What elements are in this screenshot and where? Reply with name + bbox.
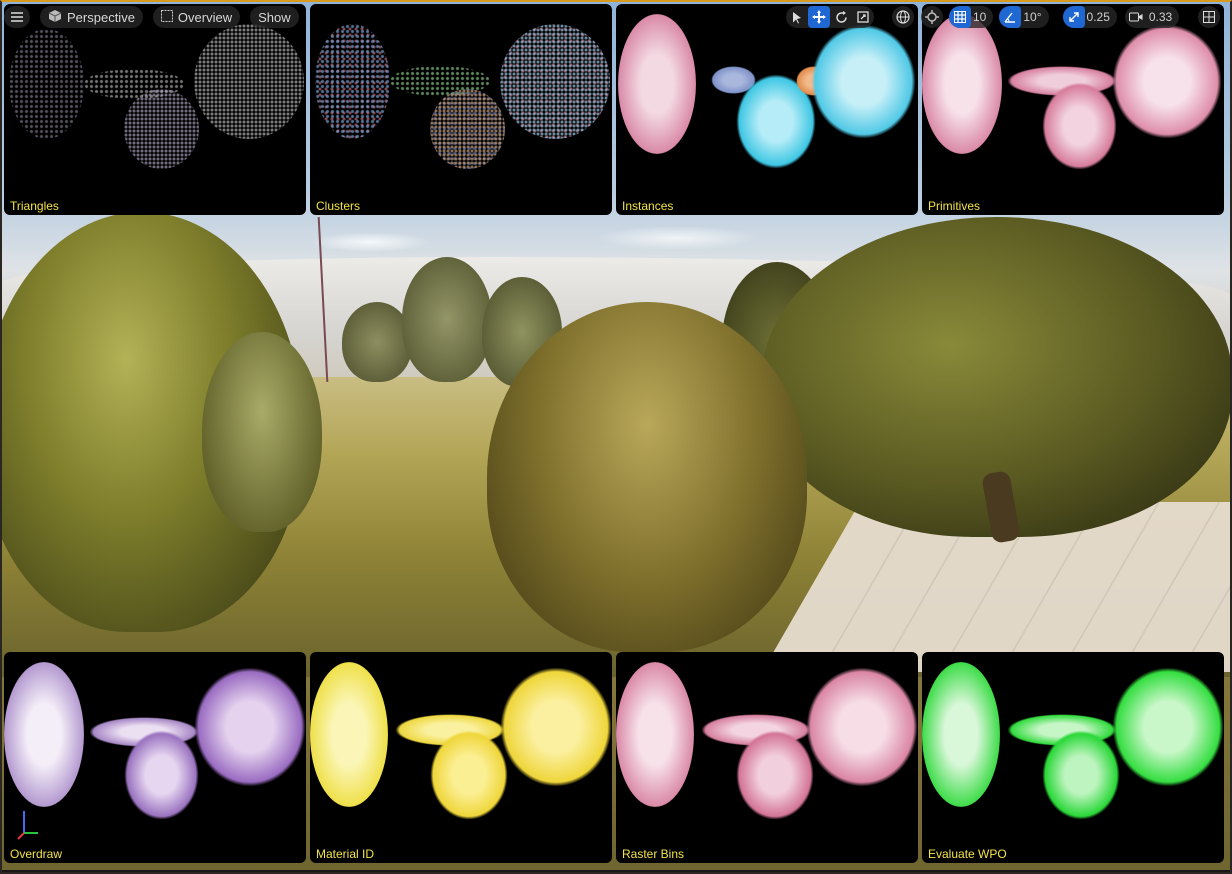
rotation-snap-value: 10° bbox=[1023, 10, 1042, 24]
material-id-panel[interactable]: Material ID bbox=[310, 652, 612, 863]
transform-tools bbox=[786, 5, 874, 29]
grid-icon bbox=[160, 9, 173, 25]
coordinate-space bbox=[892, 5, 914, 29]
scale-icon[interactable] bbox=[852, 6, 874, 28]
snap-settings: 10 10° 0.25 0.33 bbox=[921, 5, 1180, 29]
cube-icon bbox=[48, 9, 62, 26]
panel-label: Clusters bbox=[316, 199, 361, 213]
grid-snap-icon bbox=[949, 6, 971, 28]
evaluate-wpo-panel[interactable]: Evaluate WPO bbox=[922, 652, 1224, 863]
panel-label: Raster Bins bbox=[622, 847, 685, 861]
triangles-panel[interactable]: Triangles bbox=[4, 4, 306, 215]
move-icon[interactable] bbox=[808, 6, 830, 28]
tree[interactable] bbox=[487, 302, 807, 652]
select-arrow-icon[interactable] bbox=[786, 6, 808, 28]
grid-snap-value: 10 bbox=[973, 10, 987, 24]
raster-bins-panel[interactable]: Raster Bins bbox=[616, 652, 918, 863]
camera-icon bbox=[1125, 6, 1147, 28]
rotate-icon[interactable] bbox=[830, 6, 852, 28]
surface-snap-icon bbox=[921, 6, 943, 28]
viewport-layout bbox=[1198, 5, 1220, 29]
hamburger-menu-icon bbox=[11, 10, 23, 25]
tree[interactable] bbox=[402, 257, 492, 382]
axis-gizmo-icon bbox=[14, 807, 42, 846]
layout-button[interactable] bbox=[1198, 6, 1220, 28]
overview-button[interactable]: Overview bbox=[152, 6, 241, 28]
layout-icon bbox=[1198, 6, 1220, 28]
panel-label: Primitives bbox=[928, 199, 981, 213]
overdraw-panel[interactable]: Overdraw bbox=[4, 652, 306, 863]
scale-snap-icon bbox=[1062, 6, 1085, 28]
clusters-panel[interactable]: Clusters bbox=[310, 4, 612, 215]
scale-snap-value: 0.25 bbox=[1086, 10, 1110, 24]
overview-label: Overview bbox=[177, 9, 233, 25]
tree[interactable] bbox=[342, 302, 412, 382]
instances-panel[interactable]: Instances bbox=[616, 4, 918, 215]
viewport-menu-button[interactable] bbox=[4, 6, 30, 28]
transform-mode-group bbox=[786, 6, 874, 28]
surface-snap-group[interactable] bbox=[921, 6, 943, 28]
globe-icon bbox=[892, 6, 914, 28]
scale-snap-group[interactable]: 0.25 bbox=[1062, 6, 1117, 28]
camera-speed-group[interactable]: 0.33 bbox=[1124, 6, 1180, 28]
panel-label: Triangles bbox=[10, 199, 59, 213]
show-button[interactable]: Show bbox=[250, 6, 299, 28]
world-space-button[interactable] bbox=[892, 6, 914, 28]
primitives-panel[interactable]: Primitives bbox=[922, 4, 1224, 215]
camera-speed-value: 0.33 bbox=[1148, 10, 1173, 24]
perspective-label: Perspective bbox=[67, 9, 135, 25]
panel-label: Evaluate WPO bbox=[928, 847, 1007, 861]
perspective-button[interactable]: Perspective bbox=[40, 6, 143, 28]
angle-snap-icon bbox=[999, 6, 1022, 28]
grid-snap-group[interactable]: 10 bbox=[949, 6, 994, 28]
rotation-snap-group[interactable]: 10° bbox=[999, 6, 1049, 28]
show-label: Show bbox=[258, 9, 291, 25]
panel-label: Instances bbox=[622, 199, 674, 213]
panel-label: Overdraw bbox=[10, 847, 63, 861]
tree[interactable] bbox=[202, 332, 322, 532]
viewport-toolbar-left: Perspective Overview Show bbox=[4, 4, 299, 30]
panel-label: Material ID bbox=[316, 847, 375, 861]
